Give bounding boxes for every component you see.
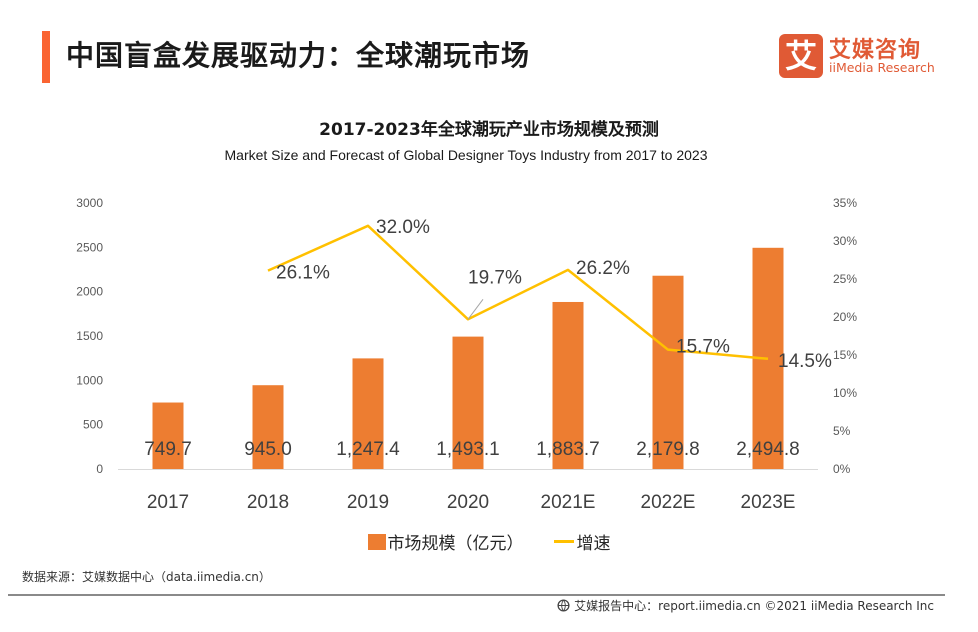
x-axis-tick-label: 2020 — [447, 492, 489, 513]
right-axis-tick-label: 0% — [833, 462, 851, 476]
line-data-label: 15.7% — [676, 337, 730, 358]
right-axis-tick-label: 25% — [833, 272, 857, 286]
line-data-label: 14.5% — [778, 351, 832, 372]
x-axis-tick-label: 2017 — [147, 492, 189, 513]
footer-text: 艾媒报告中心：report.iimedia.cn ©2021 iiMedia R… — [574, 599, 934, 613]
leader-line — [467, 298, 484, 320]
line-data-label: 32.0% — [376, 217, 430, 238]
left-axis-tick-label: 500 — [83, 418, 103, 432]
left-axis-tick-label: 1000 — [76, 373, 103, 387]
bar-data-labels: 749.7 945.0 1,247.4 1,493.1 1,883.7 2,179.8 2,… — [144, 439, 799, 460]
right-axis-tick-label: 35% — [833, 196, 857, 210]
chart-legend: 市场规模（亿元） 增速 — [0, 529, 978, 554]
title-accent-bar — [42, 31, 50, 83]
bar-data-label: 2,179.8 — [636, 439, 699, 460]
bar — [452, 336, 484, 469]
right-axis-tick-label: 20% — [833, 310, 857, 324]
bar-data-label: 2,494.8 — [736, 439, 799, 460]
globe-icon — [557, 599, 570, 612]
legend-bar-swatch — [367, 533, 386, 550]
right-axis-tick-label: 15% — [833, 348, 857, 362]
x-axis-tick-label: 2022E — [641, 492, 696, 513]
page-title: 中国盲盒发展驱动力：全球潮玩市场 — [66, 39, 531, 72]
legend-item-market-size: 市场规模（亿元） — [367, 529, 524, 554]
left-axis-tick-label: 2500 — [76, 240, 103, 254]
bar — [352, 358, 384, 469]
legend-line-swatch — [553, 540, 574, 543]
right-axis-tick-label: 5% — [833, 424, 851, 438]
chart-subtitle: Market Size and Forecast of Global Desig… — [224, 147, 708, 163]
bar-data-label: 1,883.7 — [536, 439, 599, 460]
bar — [152, 402, 184, 469]
brand-logo: 艾 艾媒咨询 iiMedia Research — [779, 34, 949, 78]
left-axis-tick-label: 1500 — [76, 329, 103, 343]
line-data-label: 26.2% — [576, 258, 630, 279]
bar — [652, 275, 684, 469]
x-axis-tick-label: 2021E — [541, 492, 596, 513]
left-axis: 0 500 1000 1500 2000 2500 3000 — [76, 196, 103, 476]
left-axis-tick-label: 0 — [96, 462, 103, 476]
legend-label-market-size: 市场规模（亿元） — [387, 534, 524, 554]
logo-name-en: iiMedia Research — [829, 60, 935, 75]
chart-title: 2017-2023年全球潮玩产业市场规模及预测 — [319, 120, 659, 140]
right-axis-tick-label: 30% — [833, 234, 857, 248]
bar — [252, 385, 284, 469]
logo-name-cn: 艾媒咨询 — [829, 38, 922, 63]
footer-divider — [8, 594, 945, 596]
bar-data-label: 749.7 — [144, 439, 192, 460]
line-data-label: 19.7% — [468, 267, 522, 288]
bar-data-label: 1,247.4 — [336, 439, 400, 460]
x-axis-tick-label: 2018 — [247, 492, 289, 513]
bar-data-label: 1,493.1 — [436, 439, 499, 460]
growth-line — [267, 224, 769, 361]
right-axis-tick-label: 10% — [833, 386, 857, 400]
left-axis-tick-label: 3000 — [76, 196, 103, 210]
bar-data-label: 945.0 — [244, 439, 292, 460]
data-source: 数据来源：艾媒数据中心（data.iimedia.cn） — [22, 570, 271, 584]
legend-label-growth: 增速 — [576, 534, 611, 554]
legend-item-growth: 增速 — [524, 529, 611, 554]
x-axis-tick-label: 2019 — [347, 492, 389, 513]
x-axis-tick-label: 2023E — [741, 492, 796, 513]
logo-mark-icon: 艾 — [779, 34, 823, 78]
bar — [552, 301, 584, 469]
right-axis: 0% 5% 10% 15% 20% 25% 30% 35% — [833, 196, 857, 476]
footer: 艾媒报告中心：report.iimedia.cn ©2021 iiMedia R… — [557, 597, 934, 614]
x-axis: 2017 2018 2019 2020 2021E 2022E 2023E — [147, 492, 796, 513]
left-axis-tick-label: 2000 — [76, 285, 103, 299]
line-data-label: 26.1% — [276, 263, 330, 284]
line-data-labels: 26.1% 32.0% 19.7% 26.2% 15.7% 14.5% — [276, 217, 832, 372]
